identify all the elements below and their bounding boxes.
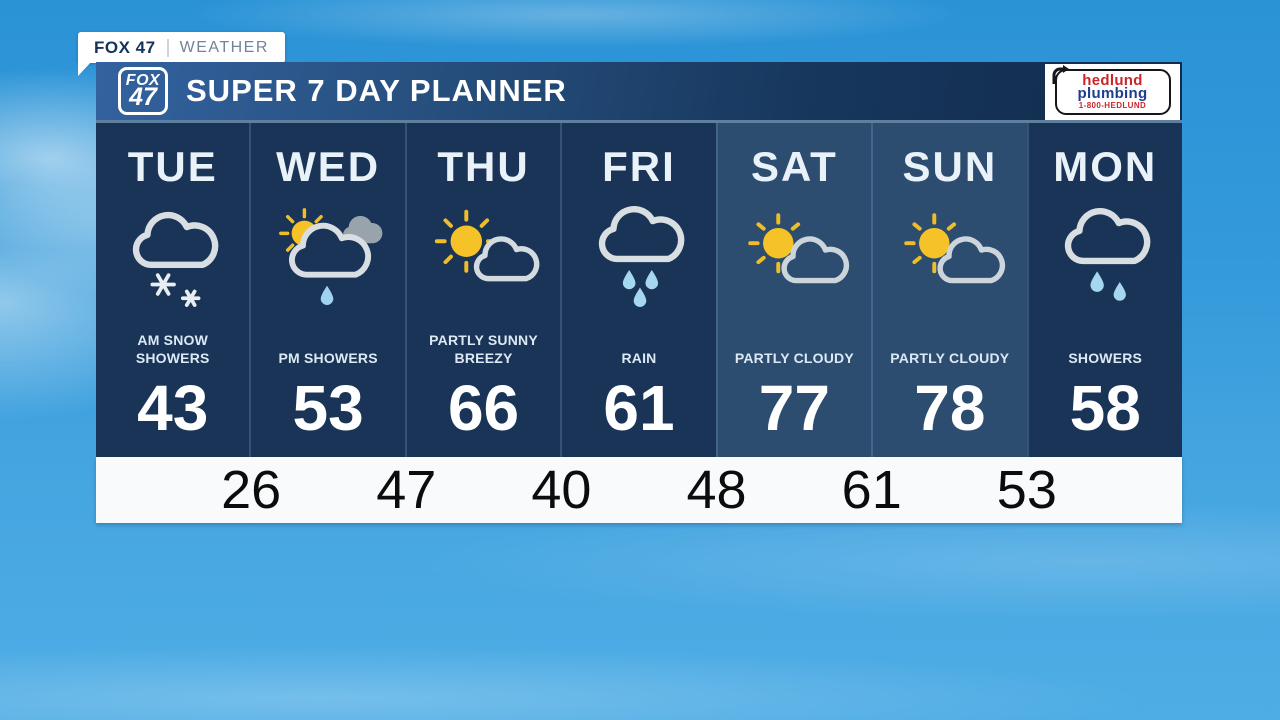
day-column-tue: TUE [96,123,250,457]
day-column-wed: WED PM SHOWERS 53 [249,123,405,457]
sponsor-phone: 1-800-HEDLUND [1078,101,1147,110]
fox47-logo-bottom: 47 [129,83,157,112]
high-temp: 53 [292,372,364,444]
station-bug: FOX 47 WEATHER [78,32,285,76]
icon-wrap [1046,191,1164,321]
day-label: THU [437,143,530,190]
station-name: FOX 47 [94,37,156,57]
fox47-logo-top: FOX [125,71,161,89]
day-label: WED [276,143,381,190]
low-temp: 26 [221,460,282,520]
high-temp: 58 [1069,372,1141,444]
icon-wrap [891,191,1009,321]
forecast-panel: FOX 47 SUPER 7 DAY PLANNER hedlund plumb… [96,62,1182,523]
sponsor-name-2: plumbing [1077,85,1148,102]
icon-wrap [580,191,698,321]
bug-divider [166,38,169,57]
condition-label: PARTLY CLOUDY [734,349,854,366]
cloud-showers-icon [1065,208,1151,301]
pipe-icon [1052,65,1069,84]
high-temp: 43 [137,372,209,444]
high-temp: 78 [914,372,986,444]
sun-cloud-rain-icon [279,208,383,305]
partly-sunny-icon [434,209,539,282]
cloud-rain-icon [598,206,685,307]
low-temp: 61 [841,460,902,520]
sponsor-name-1: hedlund [1082,72,1143,89]
fox47-logo: FOX 47 [118,67,168,115]
partly-cloudy-icon [904,213,1005,284]
condition-label: SHOWERS [1068,349,1143,366]
sponsor-logo: hedlund plumbing 1-800-HEDLUND [1052,65,1171,115]
icon-wrap [114,191,232,321]
low-temp-strip: 26 47 40 48 61 53 [96,457,1182,523]
condition-label: PARTLY SUNNY BREEZY [429,331,538,366]
icon-wrap [269,191,387,321]
sponsor-box: hedlund plumbing 1-800-HEDLUND [1045,64,1180,120]
high-temp: 77 [758,372,830,444]
panel-title: SUPER 7 DAY PLANNER [186,73,567,108]
high-temp: 61 [603,372,675,444]
day-label: TUE [127,143,218,190]
low-temp: 53 [996,460,1057,520]
condition-label: AM SNOW SHOWERS [135,331,210,366]
icon-wrap [425,191,543,321]
day-columns: TUE [96,123,1182,457]
condition-label: RAIN [621,349,657,366]
partly-cloudy-icon [748,213,850,284]
day-column-mon: MON SHOWERS 58 [1026,123,1182,457]
condition-label: PARTLY CLOUDY [890,349,1010,366]
day-column-sat: SAT PARTLY CLOUDY 77 [715,123,872,457]
low-temp: 40 [531,460,592,520]
panel-header: FOX 47 SUPER 7 DAY PLANNER hedlund plumb… [96,62,1182,123]
day-column-sun: SUN PARTLY CLOUDY 78 [871,123,1027,457]
day-label: SAT [750,143,838,190]
day-label: SUN [902,143,998,190]
bug-section-label: WEATHER [179,38,269,56]
day-column-thu: THU PARTLY SUNNY BREEZY 66 [404,123,561,457]
condition-label: PM SHOWERS [278,349,378,366]
low-temp: 47 [376,460,437,520]
day-label: MON [1053,143,1158,190]
low-temp: 48 [686,460,747,520]
cloud-snow-showers-icon [132,211,219,307]
day-column-fri: FRI RAIN 61 [560,123,716,457]
icon-wrap [735,191,853,321]
high-temp: 66 [447,372,520,444]
day-label: FRI [602,143,676,190]
